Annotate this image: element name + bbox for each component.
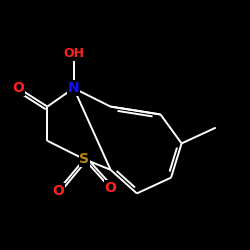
Text: S: S xyxy=(79,152,89,166)
Text: N: N xyxy=(68,81,80,95)
Text: O: O xyxy=(12,81,24,95)
Text: OH: OH xyxy=(63,48,84,60)
Text: O: O xyxy=(104,181,117,195)
Text: O: O xyxy=(52,184,64,198)
